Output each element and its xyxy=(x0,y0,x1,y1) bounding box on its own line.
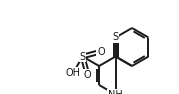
Text: S: S xyxy=(112,33,119,42)
Text: OH: OH xyxy=(66,68,81,78)
Text: O: O xyxy=(84,70,91,80)
Text: NH: NH xyxy=(108,89,123,94)
Text: S: S xyxy=(80,52,86,61)
Text: O: O xyxy=(97,47,105,57)
